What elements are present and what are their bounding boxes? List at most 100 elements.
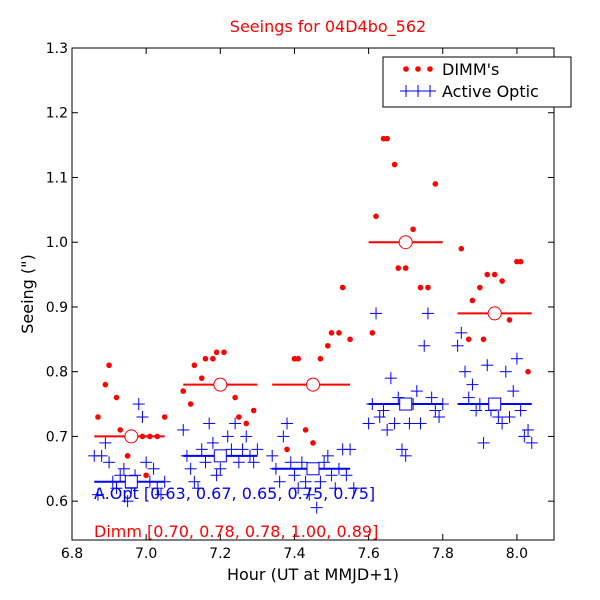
ao-point-20 bbox=[177, 423, 190, 436]
ao-point-46 bbox=[284, 456, 297, 469]
ao-point-99 bbox=[503, 411, 516, 423]
x-tick-label-1: 7.0 bbox=[135, 546, 157, 562]
ao-point-3 bbox=[99, 436, 112, 449]
ao-point-50 bbox=[299, 475, 312, 488]
ao-point-88 bbox=[462, 391, 475, 404]
dimm-point-38 bbox=[384, 135, 390, 142]
ao-point-12 bbox=[132, 398, 145, 411]
x-tick-label-0: 6.8 bbox=[61, 546, 83, 562]
dimm-point-35 bbox=[369, 330, 376, 336]
dimm-point-0 bbox=[95, 414, 101, 420]
ao-point-57 bbox=[325, 469, 338, 482]
dimm-point-48 bbox=[469, 297, 476, 304]
ao-point-93 bbox=[481, 359, 494, 372]
dimm-point-46 bbox=[458, 245, 465, 252]
dimm-point-20 bbox=[232, 394, 238, 401]
dimm-point-32 bbox=[336, 330, 342, 336]
ao-point-104 bbox=[522, 423, 535, 436]
ao-point-68 bbox=[377, 404, 390, 417]
ao-point-8 bbox=[117, 462, 130, 475]
ao-point-90 bbox=[470, 404, 483, 417]
ao-point-45 bbox=[281, 417, 294, 430]
ao-point-79 bbox=[418, 339, 431, 352]
dimm-mean-marker-2 bbox=[306, 377, 320, 392]
dimm-point-5 bbox=[124, 453, 131, 459]
ao-point-78 bbox=[414, 417, 427, 430]
y-tick-label-3: 0.9 bbox=[46, 300, 68, 316]
y-axis: 0.6 0.7 0.8 0.9 1.0 1.1 1.2 1.3 bbox=[46, 41, 554, 510]
ao-point-22 bbox=[184, 462, 197, 475]
dimm-point-15 bbox=[198, 375, 205, 381]
dimm-point-4 bbox=[117, 427, 123, 433]
dimm-point-23 bbox=[250, 407, 257, 414]
ao-point-73 bbox=[395, 443, 408, 456]
ao-mean-marker-1 bbox=[213, 449, 227, 463]
ao-point-70 bbox=[384, 372, 397, 385]
dimm-point-1 bbox=[102, 381, 109, 388]
dimm-point-14 bbox=[191, 362, 198, 369]
ao-point-53 bbox=[310, 501, 323, 514]
ao-point-47 bbox=[288, 469, 301, 482]
dimm-mean-marker-3 bbox=[398, 235, 413, 250]
ao-point-55 bbox=[318, 456, 331, 469]
dimm-point-41 bbox=[402, 265, 409, 271]
dimm-point-19 bbox=[221, 349, 227, 356]
ao-mean-marker-2 bbox=[306, 462, 320, 476]
dimm-point-52 bbox=[491, 271, 498, 278]
dimm-point-44 bbox=[425, 284, 431, 291]
ao-point-63 bbox=[347, 482, 360, 495]
dimm-point-11 bbox=[161, 414, 168, 420]
y-axis-label: Seeing (") bbox=[18, 254, 37, 334]
dimm-point-12 bbox=[180, 388, 187, 394]
ao-point-34 bbox=[229, 417, 242, 430]
ao-point-14 bbox=[140, 456, 153, 469]
ao-point-92 bbox=[477, 436, 490, 449]
dimm-mean-marker-0 bbox=[124, 429, 139, 444]
ao-point-1 bbox=[91, 488, 104, 501]
ao-point-62 bbox=[344, 443, 357, 456]
dimm-point-36 bbox=[373, 213, 379, 220]
ao-point-48 bbox=[292, 482, 305, 495]
ao-point-77 bbox=[410, 385, 423, 398]
x-tick-label-3: 7.4 bbox=[283, 546, 305, 562]
ao-point-89 bbox=[466, 378, 479, 391]
legend-dimm-label: DIMM's bbox=[442, 60, 499, 79]
ao-point-66 bbox=[370, 307, 383, 320]
dimm-point-18 bbox=[213, 349, 220, 356]
ao-point-58 bbox=[329, 482, 342, 495]
plot-marks bbox=[88, 135, 538, 514]
dimm-mean-marker-4 bbox=[487, 306, 502, 321]
ao-point-54 bbox=[314, 475, 327, 488]
ao-point-7 bbox=[114, 469, 127, 482]
dimm-point-27 bbox=[302, 427, 309, 433]
dimm-point-13 bbox=[187, 401, 194, 407]
ao-point-27 bbox=[203, 417, 216, 430]
ao-point-36 bbox=[236, 443, 249, 456]
ao-point-75 bbox=[403, 417, 416, 430]
ao-point-86 bbox=[455, 326, 468, 339]
y-tick-label-1: 0.7 bbox=[46, 429, 68, 445]
ao-point-30 bbox=[214, 462, 227, 475]
ao-point-101 bbox=[510, 352, 523, 365]
dimm-point-53 bbox=[499, 278, 505, 284]
dimm-point-57 bbox=[525, 368, 531, 375]
x-axis-label: Hour (UT at MMJD+1) bbox=[227, 565, 399, 584]
ao-point-83 bbox=[433, 411, 446, 423]
ao-point-28 bbox=[206, 436, 219, 449]
ao-point-61 bbox=[340, 469, 353, 482]
ao-point-18 bbox=[154, 488, 167, 501]
ao-point-87 bbox=[459, 365, 472, 378]
ao-point-96 bbox=[492, 411, 505, 423]
dimm-point-16 bbox=[202, 355, 209, 362]
dimm-point-39 bbox=[391, 161, 398, 168]
legend-box bbox=[382, 56, 572, 108]
ao-point-69 bbox=[381, 423, 394, 436]
ao-point-71 bbox=[388, 417, 401, 430]
ao-point-98 bbox=[499, 365, 512, 378]
ao-point-4 bbox=[103, 456, 116, 469]
dimm-point-29 bbox=[317, 355, 324, 362]
ao-point-2 bbox=[95, 449, 108, 462]
ao-point-33 bbox=[225, 443, 238, 456]
ao-point-39 bbox=[247, 456, 260, 469]
dimm-point-40 bbox=[395, 265, 402, 271]
